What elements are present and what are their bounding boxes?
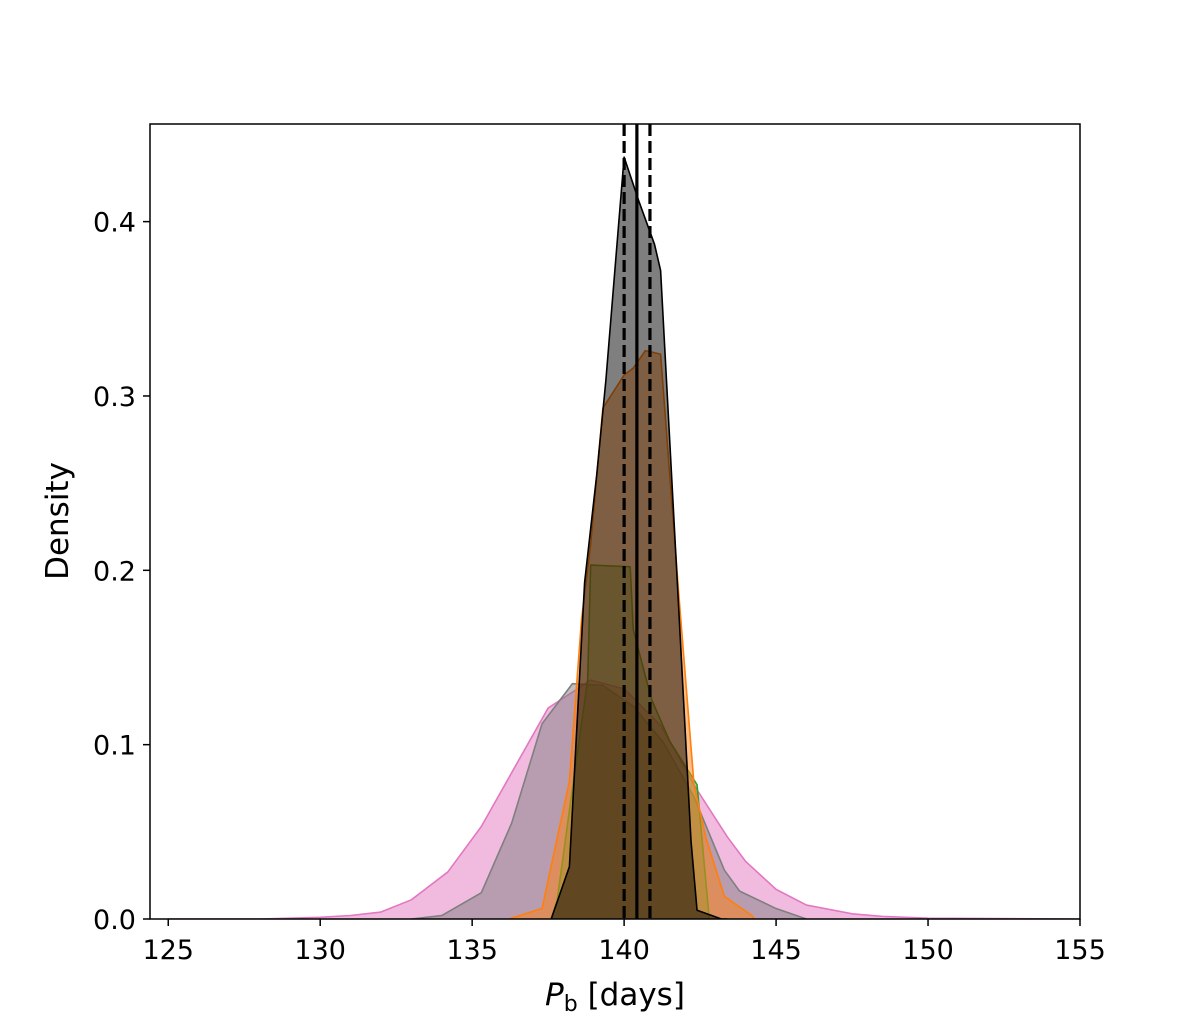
reference-lines [622, 124, 652, 919]
x-tick-label: 125 [142, 935, 194, 966]
y-tick-label: 0.1 [93, 731, 136, 762]
x-tick-label: 130 [294, 935, 346, 966]
y-tick-label: 0.2 [93, 556, 136, 587]
x-tick-label: 135 [446, 935, 498, 966]
y-tick-label: 0.3 [93, 382, 136, 413]
x-tick-label: 140 [598, 935, 650, 966]
series-layer [168, 156, 1080, 919]
y-axis: 0.0 0.1 0.2 0.3 0.4 [93, 208, 150, 936]
x-tick-label: 145 [750, 935, 802, 966]
y-axis-label: Density [40, 462, 76, 580]
series-5-area [551, 157, 728, 919]
x-label-unit: [days] [578, 977, 685, 1013]
x-label-subscript: b [564, 992, 578, 1017]
x-tick-label: 155 [1054, 935, 1106, 966]
x-tick-label: 150 [902, 935, 954, 966]
y-tick-label: 0.0 [93, 905, 136, 936]
axes-frame [149, 123, 1081, 920]
series-5-outline [550, 156, 728, 919]
x-axis-label: Pb [days] [545, 977, 685, 1017]
x-label-symbol: P [545, 977, 564, 1013]
y-tick-label: 0.4 [93, 208, 136, 239]
x-axis: 125 130 135 140 145 150 155 [142, 919, 1106, 966]
